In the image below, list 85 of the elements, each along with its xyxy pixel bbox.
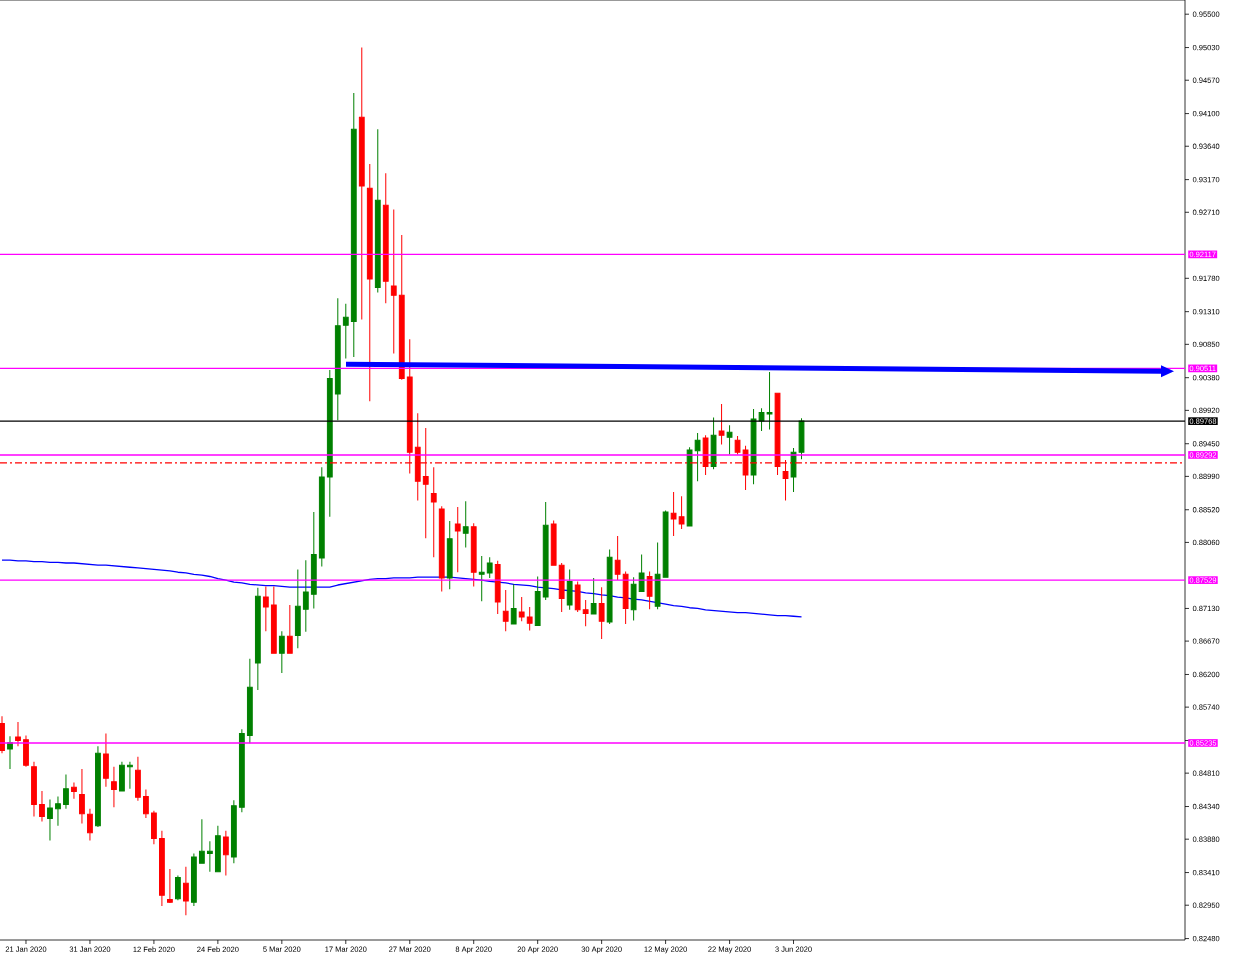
candlestick	[630, 576, 637, 622]
candlestick	[598, 586, 605, 640]
candlestick	[694, 432, 701, 482]
candlestick	[726, 424, 733, 455]
candlestick	[206, 840, 213, 873]
candlestick	[151, 810, 157, 845]
candlestick	[670, 491, 677, 537]
candlestick	[478, 555, 485, 602]
candlestick	[143, 788, 149, 819]
candlestick	[0, 715, 5, 754]
candlestick	[71, 781, 77, 800]
candlestick	[246, 658, 253, 744]
candlestick	[111, 766, 117, 808]
candlestick	[606, 549, 613, 625]
candlestick	[654, 541, 661, 610]
candlestick	[342, 303, 349, 360]
candlestick	[238, 728, 245, 813]
candlestick	[590, 577, 597, 615]
candlestick	[159, 830, 165, 907]
candlestick	[15, 721, 21, 747]
candlestick	[254, 587, 261, 691]
candlestick	[358, 47, 365, 320]
candlestick	[39, 790, 45, 822]
candlestick	[23, 735, 29, 768]
candlestick	[526, 606, 533, 631]
candlestick	[430, 466, 437, 558]
candlestick	[190, 852, 197, 907]
candlestick	[135, 756, 141, 802]
candlestick	[398, 234, 405, 381]
candlestick	[55, 796, 61, 827]
candlestick	[470, 522, 477, 587]
candlestick	[566, 568, 573, 611]
candlestick	[47, 798, 53, 842]
candlestick	[294, 568, 301, 649]
candlestick	[486, 556, 493, 579]
candlestick	[302, 559, 309, 633]
candlestick	[230, 799, 237, 864]
candlestick	[175, 874, 181, 901]
candlestick	[438, 505, 445, 592]
candlestick	[278, 630, 285, 674]
candlestick	[390, 208, 397, 355]
candlestick	[95, 745, 101, 828]
candlestick	[734, 435, 741, 455]
candlestick	[622, 571, 629, 625]
candlestick	[558, 562, 565, 613]
candlestick	[198, 818, 205, 864]
candlestick	[119, 761, 125, 792]
candlestick	[127, 761, 133, 790]
candlestick	[534, 575, 541, 626]
candlestick	[318, 466, 325, 568]
candlestick	[31, 761, 37, 817]
candlestick	[550, 519, 557, 567]
candlestick	[182, 866, 189, 916]
candlestick	[494, 560, 501, 615]
candlestick	[334, 297, 341, 421]
candlestick	[462, 500, 469, 548]
candlestick	[63, 774, 69, 810]
candlestick	[678, 495, 685, 530]
candlestick	[262, 585, 269, 632]
candlestick	[502, 589, 509, 632]
candlestick	[350, 92, 357, 358]
candlestick	[167, 868, 173, 904]
candlestick	[222, 830, 229, 876]
candlestick	[87, 808, 93, 842]
candlestick	[582, 599, 589, 627]
candlestick	[374, 128, 381, 293]
candlestick	[446, 520, 453, 590]
candlestick	[574, 580, 581, 613]
candlestick	[510, 583, 517, 625]
candlestick	[614, 535, 621, 581]
candlestick	[662, 509, 669, 578]
candlestick	[79, 768, 85, 825]
candlestick	[686, 446, 693, 527]
candlestick	[286, 604, 293, 654]
candlestick	[103, 732, 109, 788]
candlestick	[326, 369, 333, 518]
candlestick	[310, 511, 317, 609]
candlestick	[454, 506, 461, 573]
candlestick	[518, 596, 525, 622]
candlestick	[542, 501, 549, 601]
candlestick	[366, 163, 373, 402]
candlestick	[270, 585, 277, 654]
candlestick	[214, 825, 221, 873]
candlestick	[718, 403, 725, 445]
candlestick	[382, 172, 389, 304]
